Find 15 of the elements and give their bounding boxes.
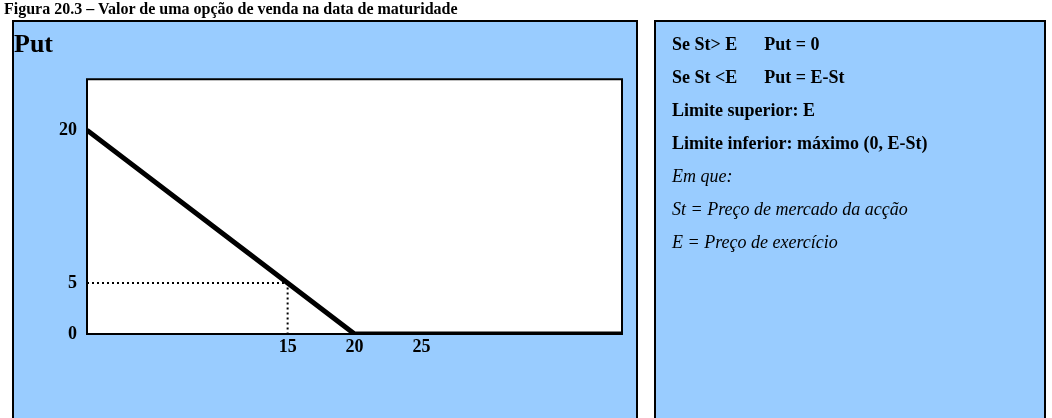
text: Limite superior: E [672, 99, 816, 122]
y-tick-label: 0 [68, 322, 77, 343]
x-tick-label: 25 [412, 336, 431, 357]
text: Se St <E Put = E-St [672, 66, 846, 89]
text: Figura 20.3 – Valor de uma opção de venda na data de maturidade [4, 0, 458, 18]
y-tick-label: 20 [59, 118, 77, 139]
x-tick-label: 15 [278, 336, 297, 357]
y-tick-label: 5 [68, 271, 77, 292]
chart-title: Put [14, 29, 54, 59]
text: E = Preço de exercício [672, 231, 839, 254]
text: St = Preço de mercado da acção [672, 198, 909, 221]
text: Limite inferior: máximo (0, E-St) [672, 132, 929, 155]
x-tick-label: 20 [345, 336, 364, 357]
text: Em que: [672, 165, 734, 188]
text: Se St> E Put = 0 [672, 33, 821, 56]
